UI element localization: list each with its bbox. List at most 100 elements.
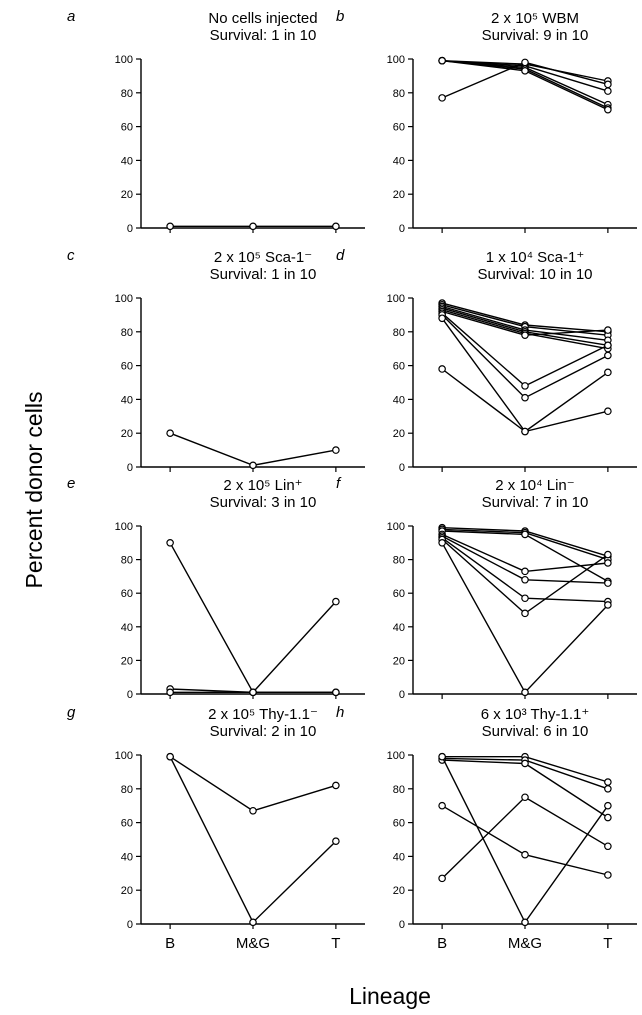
y-tick-label: 40 [121,851,133,863]
data-point [604,341,612,350]
data-point [521,427,529,436]
y-tick-label: 20 [393,189,405,201]
data-point [521,382,529,390]
data-point [521,567,529,576]
panel-f: f 2 x 10⁴ Lin⁻Survival: 7 in 10 0 20 40 60 80 1… [336,475,637,701]
y-axis-label: Percent donor cells [21,392,47,589]
y-tick-label: 80 [121,327,133,339]
data-point [604,778,612,786]
data-point [604,871,612,879]
panel-title-line1: 1 x 10⁴ Sca-1⁺ [486,249,585,266]
y-tick-label: 80 [393,327,405,339]
panel-h: h 6 x 10³ Thy-1.1⁺Survival: 6 in 10 0 20 40 6… [336,704,637,952]
data-point [604,368,612,377]
y-tick-label: 40 [121,155,133,167]
x-tick-label: M&G [508,935,542,952]
y-tick-label: 100 [387,293,405,305]
series-line [441,756,609,924]
data-point [604,813,612,822]
data-point [521,530,529,539]
data-point [604,579,612,587]
y-tick-label: 100 [387,54,405,66]
data-point [521,393,529,402]
data-point [249,688,257,697]
data-point [604,351,612,360]
y-tick-label: 40 [393,394,405,406]
y-tick-label: 100 [115,750,133,762]
y-tick-label: 0 [127,462,133,474]
data-point [521,759,529,768]
panel-letter: g [67,704,76,721]
y-tick-label: 0 [399,689,405,701]
panel-letter: h [336,704,344,721]
data-point [438,314,446,323]
data-point [332,781,340,790]
x-tick-label: M&G [236,935,270,952]
y-tick-label: 80 [121,555,133,567]
y-tick-label: 0 [127,223,133,235]
data-point [332,446,340,454]
y-tick-label: 60 [393,588,405,600]
y-tick-label: 100 [387,750,405,762]
y-tick-label: 0 [127,919,133,931]
data-point [521,609,529,618]
y-tick-label: 60 [121,818,133,830]
y-tick-label: 20 [121,655,133,667]
data-point [521,67,529,75]
data-point [604,87,612,95]
y-tick-label: 40 [121,622,133,634]
data-point [604,559,612,567]
panel-c: c 2 x 10⁵ Sca-1⁻Survival: 1 in 10 0 20 40 60 8… [67,247,365,474]
panel-title-line1: No cells injected [208,10,317,27]
y-tick-label: 40 [393,155,405,167]
y-tick-label: 100 [115,293,133,305]
data-point [604,801,612,810]
data-point [604,842,612,851]
data-point [521,850,529,859]
data-point [438,365,446,373]
y-tick-label: 20 [393,655,405,667]
data-point [166,222,174,231]
panel-title-line1: 6 x 10³ Thy-1.1⁺ [481,706,590,723]
panel-title-line2: Survival: 2 in 10 [210,723,317,740]
data-point [438,56,446,65]
panel-title-line2: Survival: 9 in 10 [482,27,589,44]
panel-g: g 2 x 10⁵ Thy-1.1⁻Survival: 2 in 10 0 20 40 6… [67,704,365,952]
data-point [438,752,446,761]
data-point [332,688,340,697]
data-point [332,222,340,231]
y-tick-label: 80 [393,784,405,796]
x-tick-label: T [603,935,612,952]
data-point [604,105,612,114]
y-tick-label: 100 [115,521,133,533]
y-tick-label: 40 [393,851,405,863]
data-point [166,429,174,438]
y-tick-label: 60 [393,361,405,373]
data-point [438,94,446,102]
panel-letter: b [336,8,344,25]
y-tick-label: 80 [393,555,405,567]
data-point [438,874,446,883]
series-line [442,759,609,819]
data-point [521,58,529,67]
data-point [249,461,257,470]
y-tick-label: 60 [121,361,133,373]
y-tick-label: 100 [115,54,133,66]
y-tick-label: 100 [387,521,405,533]
data-point [249,806,257,815]
data-point [166,688,174,697]
data-point [332,597,340,606]
y-tick-label: 20 [121,189,133,201]
panel-title-line2: Survival: 6 in 10 [482,723,589,740]
panel-title-line1: 2 x 10⁵ Thy-1.1⁻ [208,706,318,723]
y-tick-label: 60 [121,122,133,134]
y-tick-label: 20 [121,885,133,897]
y-tick-label: 0 [399,919,405,931]
panel-letter: f [336,475,342,492]
panel-title-line2: Survival: 1 in 10 [210,266,317,283]
y-tick-label: 60 [121,588,133,600]
series-line [169,432,337,467]
